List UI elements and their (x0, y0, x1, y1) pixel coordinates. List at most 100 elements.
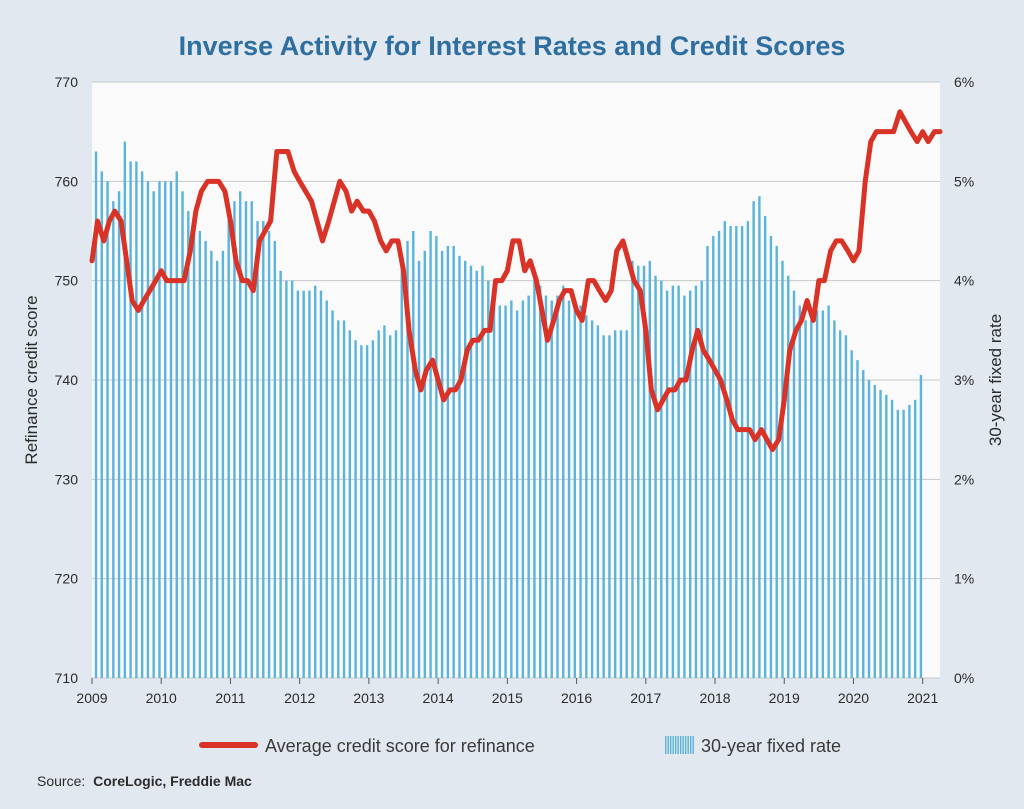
right-tick-label: 2% (954, 471, 974, 487)
left-tick-label: 770 (55, 74, 79, 90)
right-tick-label: 4% (954, 273, 974, 289)
rate-bar (250, 201, 253, 678)
rate-bar (671, 285, 675, 678)
rate-bar (596, 325, 600, 678)
rate-bar (135, 161, 138, 679)
rate-bar (262, 221, 265, 678)
left-axis-ticks: 710 720 730 740 750 760 770 (55, 74, 79, 686)
x-tick-label: 2015 (492, 690, 523, 706)
rate-bar (319, 290, 323, 678)
rate-bar (146, 181, 150, 678)
source-value: CoreLogic, Freddie Mac (93, 773, 252, 789)
rate-bar (677, 285, 680, 678)
legend-bar-stripe (670, 736, 672, 754)
rate-bar (521, 300, 525, 678)
rate-bar (129, 161, 132, 679)
rate-bar (498, 305, 502, 678)
rate-bar (896, 409, 900, 678)
rate-bar (821, 310, 825, 678)
rate-bar (613, 330, 617, 678)
rate-bar (654, 275, 657, 678)
rate-bar (856, 360, 859, 678)
rate-bar (844, 335, 848, 678)
x-tick-label: 2019 (769, 690, 800, 706)
legend-bar-stripe (675, 736, 677, 754)
right-axis-ticks: 0% 1% 2% 3% 4% 5% 6% (954, 74, 974, 686)
left-tick-label: 710 (55, 670, 79, 686)
x-tick-label: 2014 (423, 690, 454, 706)
rate-bar (631, 260, 634, 678)
legend-bar-stripe (672, 736, 674, 754)
legend: Average credit score for refinance 30-ye… (199, 736, 841, 756)
rate-bar (890, 399, 894, 678)
x-axis-ticks: 2009 2010 2011 2012 2013 2014 2015 2016 2017 2018… (76, 678, 938, 706)
left-tick-label: 720 (55, 571, 79, 587)
right-tick-label: 0% (954, 670, 974, 686)
rate-bar (913, 399, 917, 678)
rate-bar (648, 260, 651, 678)
rate-bar (365, 345, 369, 678)
rate-bar (902, 409, 905, 678)
rate-bar (446, 245, 450, 678)
legend-bar-label: 30-year fixed rate (701, 736, 841, 756)
source-label: Source: (37, 773, 85, 789)
rate-bar (550, 300, 553, 678)
rate-bar (827, 305, 830, 678)
left-axis-title: Refinance credit score (22, 295, 41, 464)
legend-bar-stripe (685, 736, 687, 754)
rate-bar (706, 245, 709, 678)
rate-bar (740, 226, 744, 678)
x-tick-label: 2013 (353, 690, 384, 706)
rate-bar (394, 330, 398, 678)
rate-bar (602, 335, 605, 678)
rate-bar (908, 404, 911, 678)
rate-bar (239, 191, 242, 678)
rate-bar (354, 340, 357, 678)
rate-bar (94, 151, 98, 678)
rate-bar (406, 240, 409, 678)
legend-bar-stripe (690, 736, 692, 754)
rate-bar (469, 265, 473, 678)
rate-bar (919, 375, 923, 678)
rate-bar (562, 285, 565, 678)
rate-bar (106, 181, 109, 678)
rate-bar (371, 340, 375, 678)
rate-bar (538, 285, 542, 678)
rate-bar (100, 171, 103, 678)
rate-bar (175, 171, 178, 678)
rate-bar (492, 290, 496, 678)
rate-bar (815, 310, 819, 678)
x-tick-label: 2011 (215, 690, 245, 706)
x-tick-label: 2018 (699, 690, 730, 706)
rate-bar (377, 330, 380, 678)
rate-bar (567, 300, 571, 678)
right-tick-label: 1% (954, 571, 974, 587)
rate-bar (400, 260, 403, 678)
rate-bar (694, 285, 698, 678)
rate-bar (458, 255, 461, 678)
left-tick-label: 760 (55, 173, 79, 189)
rate-bar (314, 285, 317, 678)
rate-bar (302, 290, 305, 678)
rate-bar (804, 320, 807, 678)
rate-bar (625, 330, 628, 678)
rate-bar (573, 310, 576, 678)
rate-bar (233, 201, 236, 678)
rate-bar (688, 290, 692, 678)
rate-bar (729, 226, 732, 678)
rate-bar (348, 330, 352, 678)
x-tick-label: 2016 (561, 690, 592, 706)
rate-bar (152, 191, 155, 678)
rate-bar (885, 394, 888, 678)
rate-bar (735, 226, 738, 678)
legend-bar-stripe (687, 736, 689, 754)
rate-bar (527, 295, 530, 678)
rate-bar (273, 240, 277, 678)
rate-bar (712, 235, 715, 678)
rate-bar (192, 221, 196, 678)
legend-bar-stripe (667, 736, 669, 754)
rate-bar (342, 320, 346, 678)
rate-bar (579, 305, 582, 678)
